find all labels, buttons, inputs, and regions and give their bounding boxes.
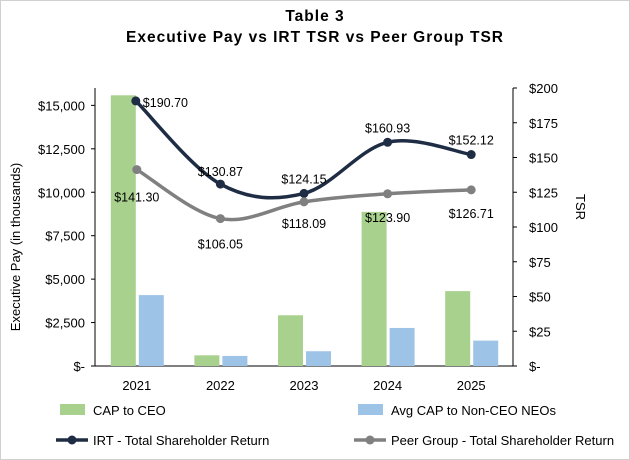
legend-swatch bbox=[358, 404, 383, 415]
marker-irt-tsr bbox=[299, 188, 309, 198]
marker-peer-tsr bbox=[466, 185, 476, 195]
right-tick-label: $- bbox=[529, 359, 541, 374]
left-tick-label: $15,000 bbox=[38, 98, 85, 113]
data-label: $124.15 bbox=[281, 172, 326, 186]
x-tick-label: 2023 bbox=[290, 378, 319, 393]
data-label: $190.70 bbox=[143, 96, 188, 110]
y-axis-title: Executive Pay (in thousands) bbox=[8, 163, 23, 331]
data-label: $123.90 bbox=[365, 211, 410, 225]
legend-label: Peer Group - Total Shareholder Return bbox=[391, 433, 614, 448]
right-tick-label: $50 bbox=[529, 290, 551, 305]
data-label: $141.30 bbox=[114, 191, 159, 205]
bar-avg-neo bbox=[473, 340, 499, 366]
bar-ceo bbox=[110, 95, 136, 367]
x-tick-label: 2022 bbox=[206, 378, 235, 393]
data-label: $130.87 bbox=[198, 165, 243, 179]
right-tick-label: $125 bbox=[529, 185, 558, 200]
right-tick-label: $75 bbox=[529, 255, 551, 270]
data-label: $152.12 bbox=[449, 134, 494, 148]
marker-irt-tsr bbox=[383, 137, 393, 147]
bar-avg-neo bbox=[389, 327, 415, 366]
right-tick-label: $150 bbox=[529, 151, 558, 166]
left-tick-label: $12,500 bbox=[38, 142, 85, 157]
left-tick-label: $2,500 bbox=[45, 316, 85, 331]
data-label: $160.93 bbox=[365, 121, 410, 135]
legend-swatch bbox=[60, 404, 85, 415]
x-tick-label: 2021 bbox=[122, 378, 151, 393]
x-tick-label: 2024 bbox=[373, 378, 402, 393]
right-tick-label: $100 bbox=[529, 220, 558, 235]
bar-ceo bbox=[278, 315, 303, 366]
bar-avg-neo bbox=[138, 295, 164, 366]
bar-ceo bbox=[194, 355, 220, 366]
data-label: $126.71 bbox=[449, 207, 494, 221]
marker-irt-tsr bbox=[215, 179, 225, 189]
left-tick-label: $- bbox=[73, 359, 85, 374]
bar-avg-neo bbox=[306, 351, 331, 366]
left-tick-label: $7,500 bbox=[45, 229, 85, 244]
legend-label: CAP to CEO bbox=[93, 403, 166, 418]
marker-peer-tsr bbox=[215, 214, 225, 224]
legend-marker bbox=[365, 435, 375, 445]
bar-ceo bbox=[361, 211, 387, 366]
marker-peer-tsr bbox=[383, 189, 393, 199]
legend-label: IRT - Total Shareholder Return bbox=[93, 433, 269, 448]
chart-title-line2: Executive Pay vs IRT TSR vs Peer Group T… bbox=[126, 29, 504, 46]
bar-avg-neo bbox=[222, 355, 248, 366]
marker-peer-tsr bbox=[132, 165, 142, 175]
right-tick-label: $200 bbox=[529, 81, 558, 96]
x-tick-label: 2025 bbox=[457, 378, 486, 393]
marker-irt-tsr bbox=[466, 150, 476, 160]
data-label: $118.09 bbox=[282, 217, 326, 231]
legend-marker bbox=[67, 435, 77, 445]
left-tick-label: $10,000 bbox=[38, 185, 85, 200]
y2-axis-title: TSR bbox=[573, 194, 588, 220]
marker-peer-tsr bbox=[299, 197, 309, 207]
bar-ceo bbox=[445, 291, 471, 366]
data-label: $106.05 bbox=[198, 238, 243, 252]
legend-label: Avg CAP to Non-CEO NEOs bbox=[391, 403, 556, 418]
right-tick-label: $25 bbox=[529, 324, 551, 339]
chart-title-line1: Table 3 bbox=[285, 8, 345, 25]
marker-irt-tsr bbox=[131, 96, 141, 106]
left-tick-label: $5,000 bbox=[45, 272, 85, 287]
right-tick-label: $175 bbox=[529, 116, 558, 131]
